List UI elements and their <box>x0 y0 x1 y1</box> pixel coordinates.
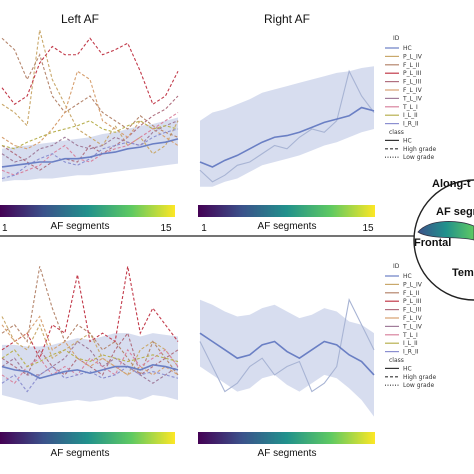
legend-entry-f-l-ii: F_L_II <box>403 290 420 297</box>
legend-class-low-grade: Low grade <box>403 382 434 389</box>
right-af-top-panel <box>199 66 375 187</box>
legend-entry-i-l-ii: I_L_II <box>403 112 418 119</box>
inset-label-frontal: Frontal <box>414 237 451 249</box>
colorbar-min-top-right: 1 <box>201 223 207 234</box>
legend-entry-hc: HC <box>403 45 412 52</box>
series-line-i-l-ii <box>1 349 179 368</box>
series-line-f-l-ii <box>1 266 179 377</box>
colorbar-max-top-left: 15 <box>160 223 172 234</box>
legend-class-header: class <box>389 357 404 364</box>
series-line-hc <box>1 364 179 380</box>
legend-bottom: IDHCP_L_IVF_L_IIP_L_IIIF_L_IIIF_L_IVT_L_… <box>385 263 436 389</box>
inset-diagram: Along-t AF segm Frontal Tem <box>413 178 474 301</box>
series-line-p-l-iii <box>1 37 179 106</box>
legend-id-header: ID <box>393 35 400 42</box>
legend-entry-i-l-ii: I_L_II <box>403 340 418 347</box>
series-line-p-l-iii <box>1 266 179 360</box>
legend-class-hc: HC <box>403 137 412 144</box>
series-line-i-r-ii <box>199 69 375 183</box>
hc-confidence-band <box>2 117 178 182</box>
legend-entry-i-r-ii: I_R_II <box>403 121 419 128</box>
legend-entry-i-r-ii: I_R_II <box>403 349 419 356</box>
legend-entry-f-l-iv: F_L_IV <box>403 87 423 94</box>
legend-entry-p-l-iv: P_L_IV <box>403 53 423 60</box>
title-left-af: Left AF <box>61 12 99 26</box>
series-line-t-l-iv <box>1 340 179 384</box>
series-line-f-l-iii <box>1 95 179 171</box>
colorbar-min-top-left: 1 <box>2 223 8 234</box>
legend-entry-p-l-iii: P_L_III <box>403 298 422 305</box>
af-tract-shape <box>417 221 474 241</box>
series-line-t-l-i <box>1 348 179 384</box>
inset-label-along: Along-t <box>432 178 471 190</box>
right-af-bottom-panel <box>199 298 375 417</box>
legend-entry-t-l-i: T_L_I <box>402 332 418 339</box>
legend-entry-f-l-iii: F_L_III <box>403 307 421 314</box>
legend-entry-t-l-iv: T_L_IV <box>402 323 423 330</box>
colorbar-max-top-right: 15 <box>362 223 374 234</box>
inset-label-af-segm: AF segm <box>436 206 474 218</box>
legend-entry-hc: HC <box>403 273 412 280</box>
series-line-f-l-iv <box>1 70 179 150</box>
legend-class-hc: HC <box>403 365 412 372</box>
series-line-i-r-ii <box>1 365 179 393</box>
legend-id-header: ID <box>393 263 400 270</box>
legend-class-header: class <box>389 129 404 136</box>
series-line-f-l-iii <box>1 331 179 376</box>
legend-top: IDHCP_L_IVF_L_IIP_L_IIIF_L_IIIF_L_IVT_L_… <box>385 35 436 161</box>
legend-entry-f-l-iii: F_L_III <box>403 79 421 86</box>
legend-class-high-grade: High grade <box>403 374 436 381</box>
colorbar-bottom-left <box>0 432 175 444</box>
series-line-hc <box>1 138 179 168</box>
series-line-t-l-i <box>1 112 179 176</box>
series-line-f-l-ii <box>1 37 179 138</box>
hc-confidence-band <box>200 299 374 417</box>
inset-circle <box>413 179 474 301</box>
legend-entry-t-l-i: T_L_I <box>402 104 418 111</box>
left-af-top-panel <box>1 29 179 182</box>
series-line-i-l-ii <box>1 120 179 150</box>
legend-entry-p-l-iii: P_L_III <box>403 70 422 77</box>
hc-confidence-band <box>200 66 374 187</box>
series-line-hc <box>199 332 375 376</box>
colorbar-label-top-left: AF segments <box>51 221 110 232</box>
hc-confidence-band <box>2 333 178 405</box>
series-line-i-r-ii <box>199 298 375 393</box>
legend-class-high-grade: High grade <box>403 146 436 153</box>
title-right-af: Right AF <box>264 12 310 26</box>
series-line-t-l-iv <box>1 120 179 163</box>
legend-entry-p-l-iv: P_L_IV <box>403 281 423 288</box>
legend-entry-f-l-ii: F_L_II <box>403 62 420 69</box>
colorbar-label-bottom-left: AF segments <box>51 448 110 459</box>
colorbar-top-left <box>0 205 175 217</box>
left-af-bottom-panel <box>1 266 179 405</box>
series-line-hc <box>199 106 375 168</box>
legend-entry-f-l-iv: F_L_IV <box>403 315 423 322</box>
colorbar-top-right <box>198 205 375 217</box>
colorbar-label-top-right: AF segments <box>258 221 317 232</box>
legend-entry-t-l-iv: T_L_IV <box>402 95 423 102</box>
series-line-f-l-iv <box>1 315 179 376</box>
colorbar-label-bottom-right: AF segments <box>258 448 317 459</box>
series-line-p-l-iv <box>1 29 179 155</box>
inset-label-temporal: Tem <box>452 267 474 279</box>
colorbar-bottom-right <box>198 432 375 444</box>
legend-class-low-grade: Low grade <box>403 154 434 161</box>
